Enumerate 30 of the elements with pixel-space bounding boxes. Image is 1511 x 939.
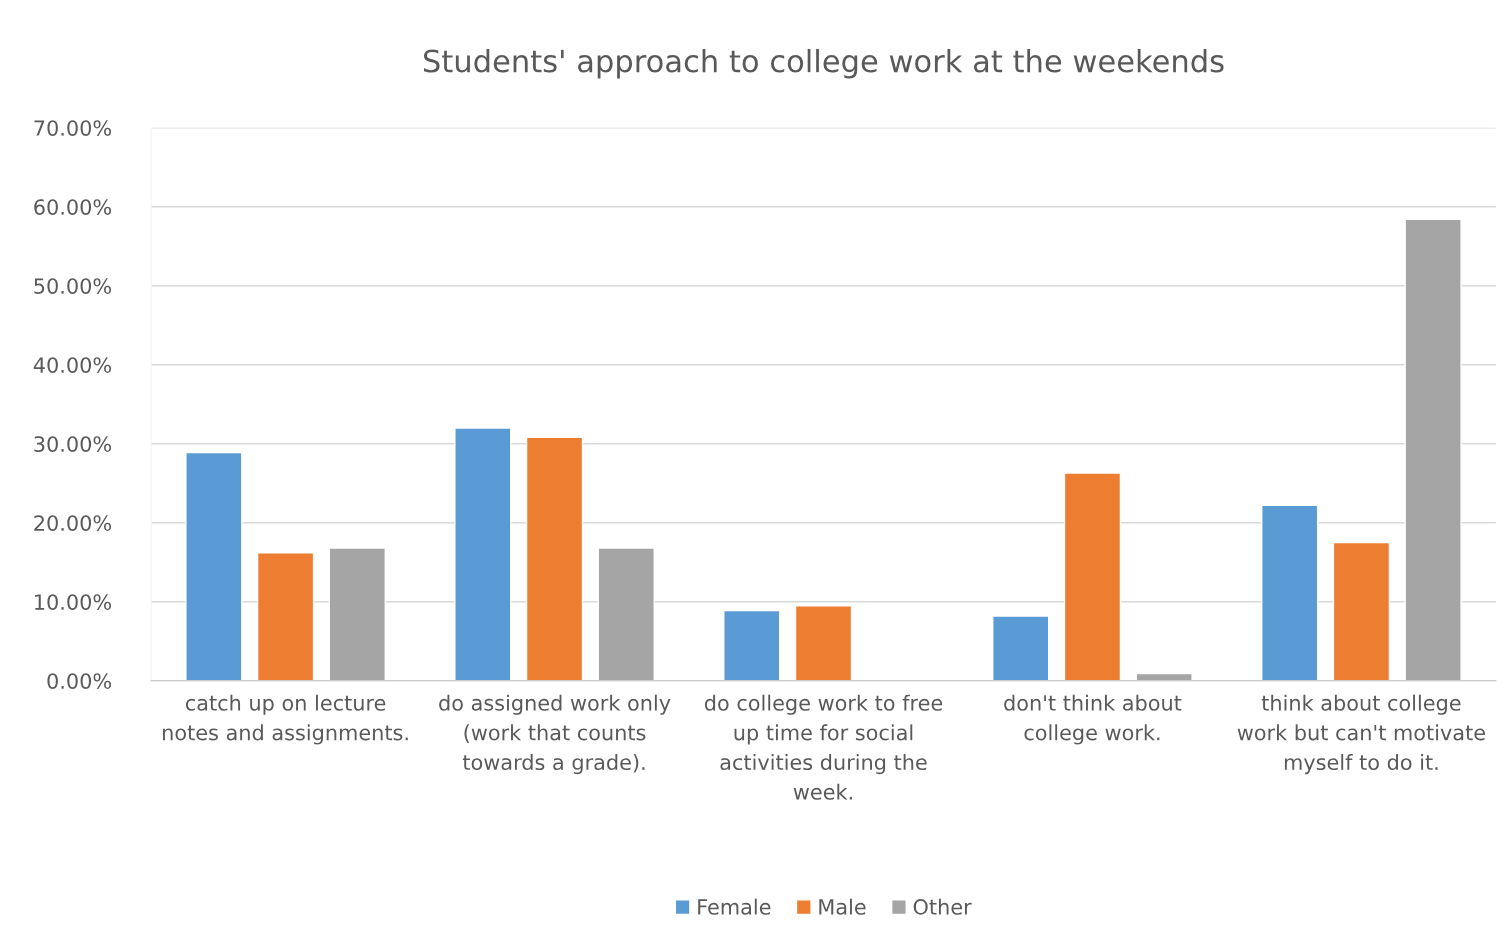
x-tick-label: don't think about college work. — [1004, 694, 1182, 745]
legend-label: Other — [913, 898, 972, 915]
bar — [185, 451, 243, 681]
bar — [794, 605, 853, 681]
y-tick-label: 10.00% — [35, 594, 112, 610]
y-tick-label: 40.00% — [33, 357, 112, 373]
x-tick-label: do assigned work only (work that counts towards a grade). — [439, 694, 671, 775]
y-tick-label: 60.00% — [34, 199, 112, 215]
bar — [1332, 541, 1391, 681]
bar — [597, 547, 655, 681]
bar — [328, 547, 386, 681]
y-tick-label: 20.00% — [34, 515, 112, 531]
y-tick-label: 0.00% — [47, 673, 112, 689]
chart-title: Students' approach to college work at the weekends — [423, 48, 1224, 79]
x-tick-label: catch up on lecture notes and assignments. — [163, 694, 408, 745]
bar — [1261, 504, 1319, 681]
y-tick-label: 70.00% — [34, 120, 112, 136]
bar — [525, 436, 584, 681]
x-tick-label: do college work to free up time for social activities during the week. — [704, 694, 943, 800]
bar — [723, 609, 781, 681]
legend-label: Female — [698, 898, 771, 915]
bar — [454, 427, 512, 681]
bar — [1063, 472, 1122, 681]
x-tick-label: think about college work but can't motivate myself to do it. — [1237, 694, 1485, 775]
bar — [992, 615, 1050, 681]
y-tick-label: 50.00% — [34, 278, 112, 294]
y-tick-label: 30.00% — [34, 436, 112, 452]
bar — [1404, 218, 1462, 681]
bar — [256, 552, 315, 681]
legend-label: Male — [819, 898, 866, 915]
